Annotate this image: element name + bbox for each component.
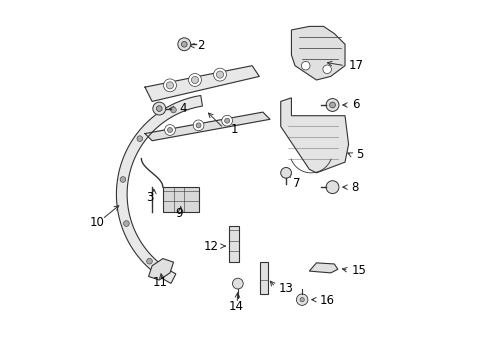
- Text: 12: 12: [203, 240, 218, 253]
- Circle shape: [123, 221, 129, 226]
- Polygon shape: [281, 98, 348, 173]
- Text: 9: 9: [175, 207, 183, 220]
- Circle shape: [189, 73, 201, 86]
- Circle shape: [156, 106, 162, 111]
- Circle shape: [326, 99, 339, 111]
- Text: 17: 17: [348, 59, 364, 72]
- Circle shape: [196, 123, 201, 128]
- Polygon shape: [292, 26, 345, 80]
- Polygon shape: [145, 112, 270, 141]
- Text: 14: 14: [229, 300, 244, 313]
- Text: 11: 11: [152, 276, 168, 289]
- Polygon shape: [117, 95, 202, 283]
- Text: 1: 1: [231, 123, 238, 136]
- Circle shape: [193, 120, 204, 131]
- Circle shape: [217, 71, 223, 78]
- FancyBboxPatch shape: [163, 187, 198, 212]
- Text: 7: 7: [293, 177, 301, 190]
- Circle shape: [168, 127, 172, 132]
- Circle shape: [296, 294, 308, 305]
- Circle shape: [178, 38, 191, 51]
- Circle shape: [222, 115, 232, 126]
- Circle shape: [171, 107, 176, 113]
- Circle shape: [137, 136, 143, 141]
- Text: 2: 2: [197, 39, 204, 52]
- Circle shape: [232, 278, 243, 289]
- Polygon shape: [309, 263, 338, 273]
- FancyBboxPatch shape: [229, 226, 239, 262]
- Circle shape: [120, 177, 126, 182]
- Text: 4: 4: [179, 102, 186, 115]
- Circle shape: [181, 41, 187, 47]
- Circle shape: [301, 62, 310, 70]
- Text: 16: 16: [320, 294, 335, 307]
- Text: 13: 13: [279, 282, 294, 295]
- Text: 5: 5: [356, 148, 363, 162]
- Circle shape: [326, 181, 339, 194]
- Circle shape: [224, 118, 230, 123]
- Circle shape: [300, 297, 304, 302]
- Polygon shape: [145, 66, 259, 102]
- Text: 10: 10: [89, 216, 104, 229]
- Circle shape: [330, 102, 335, 108]
- Circle shape: [165, 125, 175, 135]
- Text: 3: 3: [147, 192, 154, 204]
- Circle shape: [147, 258, 152, 264]
- Circle shape: [167, 82, 173, 89]
- Text: 6: 6: [352, 99, 360, 112]
- Circle shape: [164, 79, 176, 92]
- Polygon shape: [148, 258, 173, 280]
- Circle shape: [323, 65, 331, 73]
- Text: 15: 15: [352, 264, 367, 277]
- FancyBboxPatch shape: [260, 262, 268, 294]
- Circle shape: [214, 68, 226, 81]
- Circle shape: [281, 167, 292, 178]
- Circle shape: [153, 102, 166, 115]
- Text: 8: 8: [351, 181, 359, 194]
- Circle shape: [192, 76, 198, 84]
